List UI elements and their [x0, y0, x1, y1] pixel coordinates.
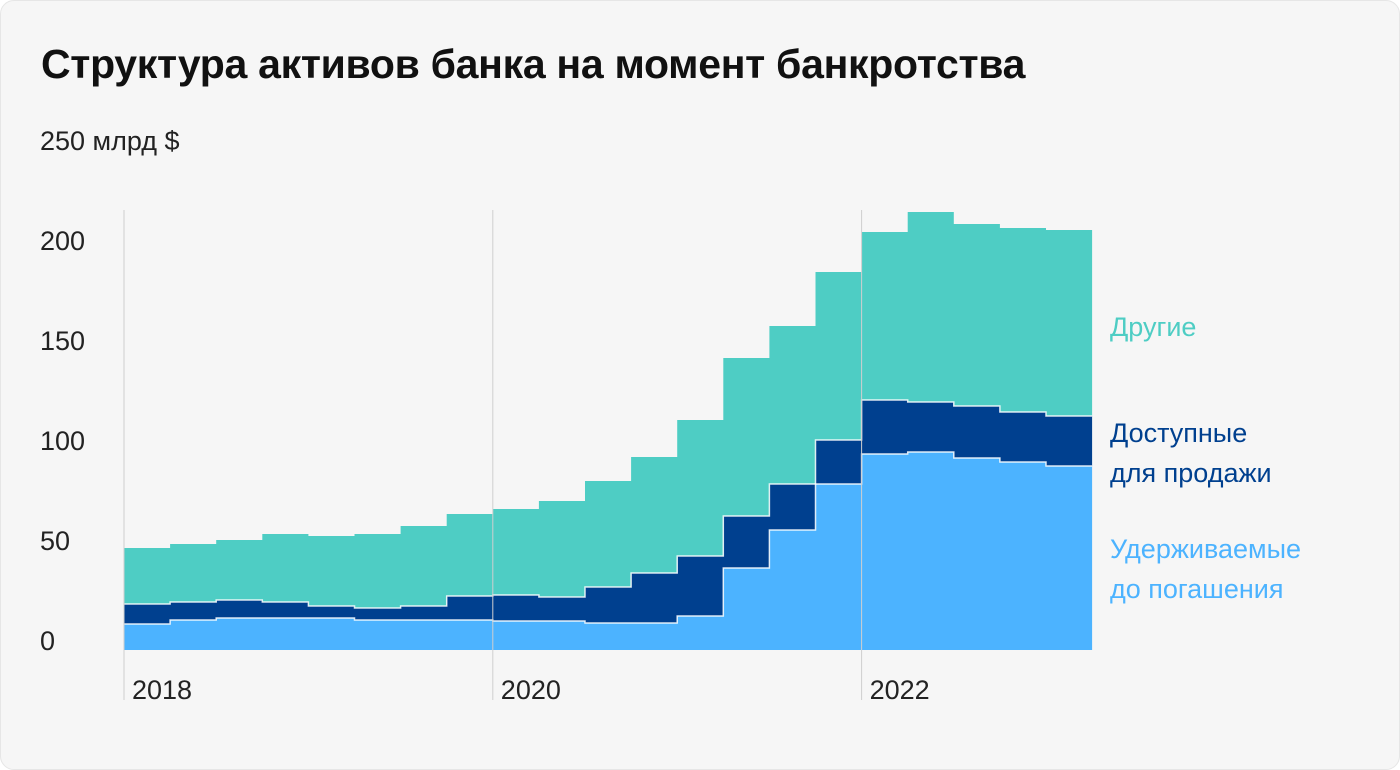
y-tick-label: 0 — [40, 626, 55, 656]
boundary-htm — [124, 451, 1093, 625]
series-label-other: Другие — [1110, 312, 1196, 342]
area-htm — [124, 452, 1093, 650]
y-tick-label: 100 — [40, 426, 85, 456]
x-axis-ticks: 2018 2020 2022 — [132, 675, 930, 705]
chart-title: Структура активов банка на момент банкро… — [41, 41, 1026, 87]
y-tick-label: 150 — [40, 326, 85, 356]
series-label-afs: для продажи — [1110, 458, 1272, 488]
year-gridlines — [123, 210, 863, 700]
area-other — [124, 212, 1093, 608]
series-label-htm: до погашения — [1110, 574, 1283, 604]
series-label-afs: Доступные — [1110, 418, 1247, 448]
x-tick-label: 2020 — [501, 675, 561, 705]
area-series — [124, 212, 1093, 650]
x-tick-label: 2022 — [870, 675, 930, 705]
y-tick-label: 250 млрд $ — [40, 126, 180, 156]
x-tick-label: 2018 — [132, 675, 192, 705]
y-tick-label: 50 — [40, 526, 70, 556]
series-label-htm: Удерживаемые — [1110, 534, 1301, 564]
boundary-afs — [124, 399, 1093, 609]
area-afs — [124, 400, 1093, 624]
series-labels: Удерживаемые до погашения Доступные для про… — [1110, 312, 1301, 604]
y-tick-label: 200 — [40, 226, 85, 256]
y-axis-ticks: 0 50 100 150 200 250 млрд $ — [40, 126, 180, 656]
